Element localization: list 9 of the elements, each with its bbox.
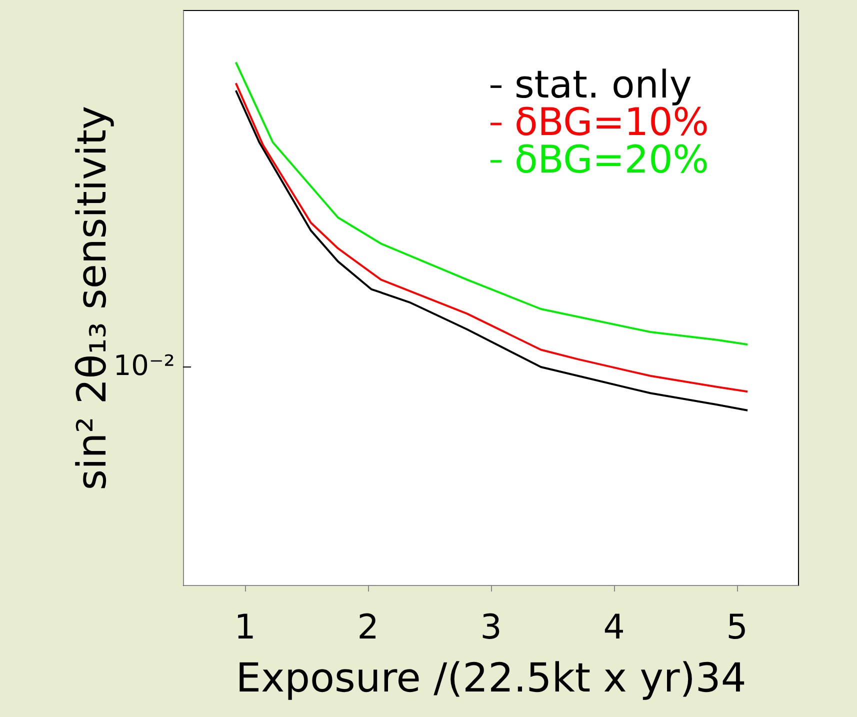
x-tick-label: 4 xyxy=(603,608,625,648)
x-tick-label: 1 xyxy=(234,608,256,648)
x-tick-label: 5 xyxy=(726,608,748,648)
y-axis-title: sin² 2θ₁₃ sensitivity xyxy=(70,106,116,490)
x-tick-label: 3 xyxy=(480,608,502,648)
x-axis-title: Exposure /(22.5kt x yr)34 xyxy=(236,656,746,702)
legend-label: δBG=20% xyxy=(514,137,709,182)
text: 10⁻² xyxy=(113,349,175,382)
x-tick-label: 2 xyxy=(357,608,379,648)
